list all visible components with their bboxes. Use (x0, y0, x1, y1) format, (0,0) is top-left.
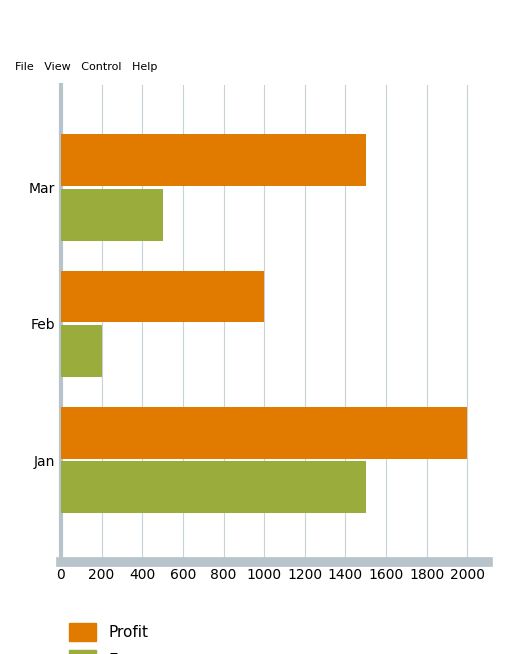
Bar (61, 189, 163, 241)
Bar (61, 462, 366, 513)
Bar (61, 271, 264, 322)
Bar (61, 325, 102, 377)
Text: File   View   Control   Help: File View Control Help (15, 62, 157, 72)
Text: Adobe Flash Player 10: Adobe Flash Player 10 (36, 19, 210, 33)
Bar (61, 407, 467, 458)
Legend: Profit, Expenses: Profit, Expenses (69, 623, 181, 654)
Bar (61, 134, 366, 186)
